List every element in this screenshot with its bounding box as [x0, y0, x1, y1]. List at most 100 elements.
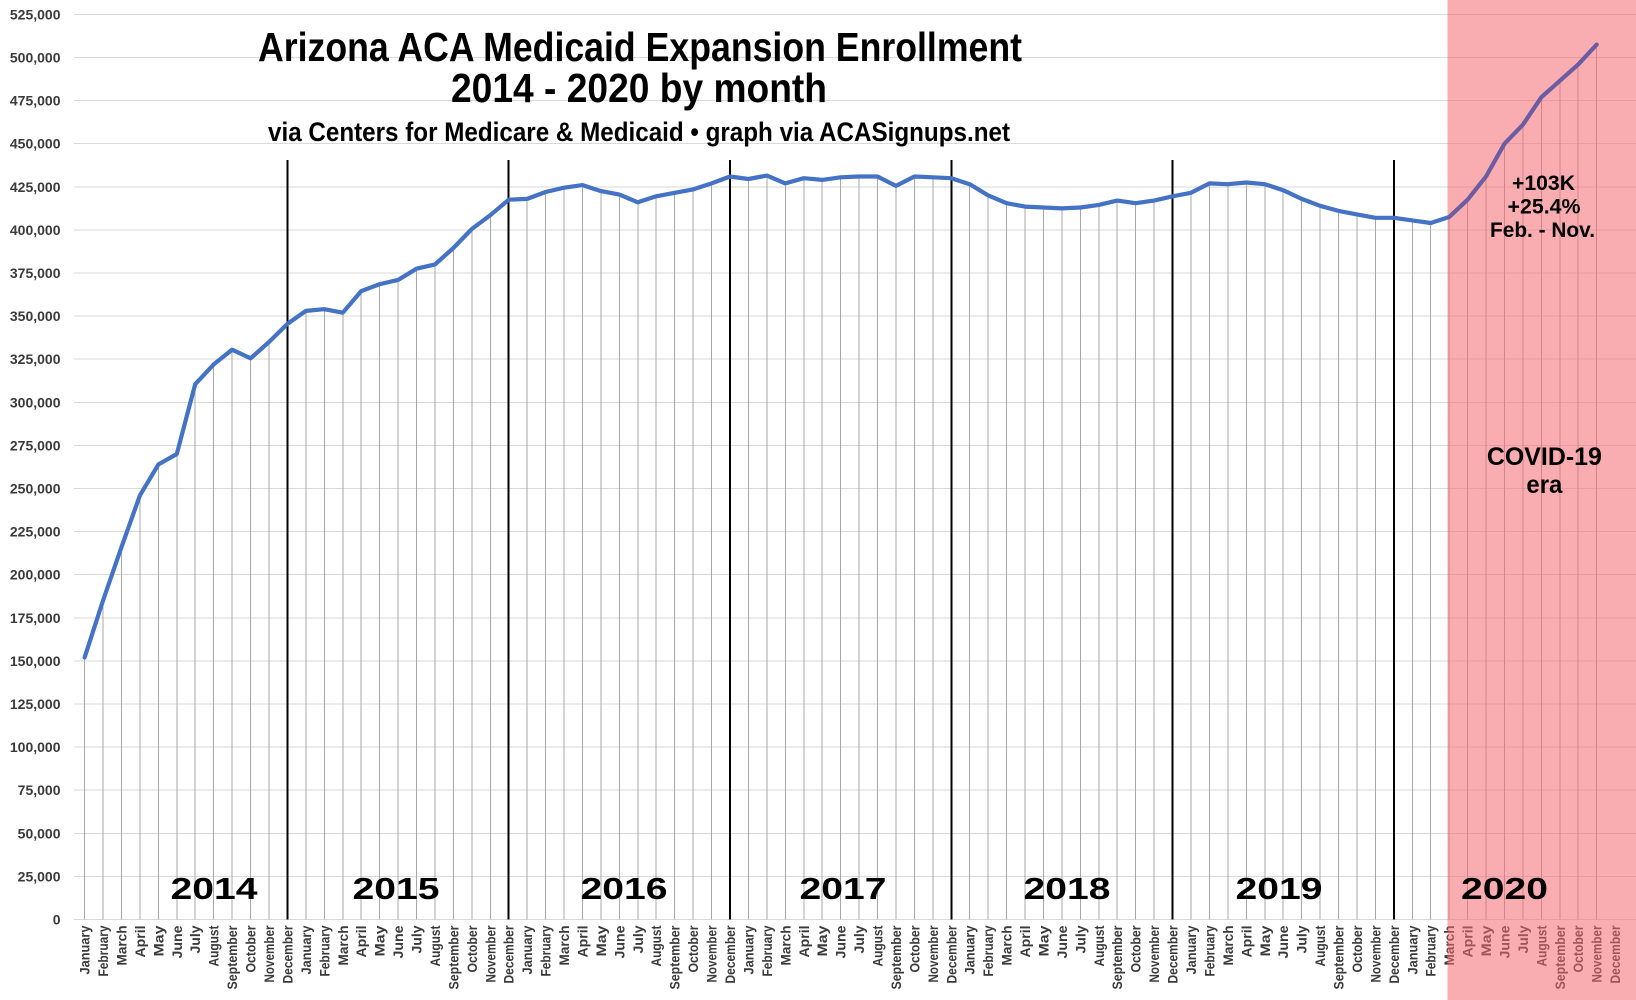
- month-label: October: [464, 925, 480, 972]
- month-label: March: [113, 926, 129, 966]
- month-label: February: [980, 925, 996, 976]
- year-label: 2020: [1461, 871, 1548, 906]
- month-label: September: [224, 925, 240, 989]
- month-label: March: [999, 926, 1015, 966]
- month-label: February: [759, 925, 775, 976]
- year-label: 2016: [581, 871, 668, 906]
- y-axis-tick-label: 100,000: [10, 739, 61, 755]
- month-label: June: [611, 925, 627, 958]
- y-axis-tick-label: 225,000: [10, 524, 61, 540]
- month-label: June: [390, 925, 406, 958]
- year-separators-group: [286, 160, 1395, 920]
- month-label: July: [187, 925, 203, 953]
- month-label: January: [77, 925, 93, 974]
- month-label: November: [261, 925, 277, 982]
- month-label: January: [962, 925, 978, 974]
- month-label: July: [630, 925, 646, 953]
- month-label: March: [1220, 926, 1236, 966]
- year-label: 2014: [171, 871, 259, 906]
- month-label: April: [1238, 926, 1254, 958]
- covid-annotation-line2: +25.4%: [1508, 196, 1581, 219]
- month-label: May: [593, 925, 609, 956]
- covid-annotation-line1: +103K: [1512, 172, 1575, 195]
- y-axis-tick-label: 475,000: [10, 93, 61, 109]
- month-label: April: [353, 926, 369, 958]
- month-label: June: [1275, 925, 1291, 958]
- month-label: October: [1349, 925, 1365, 972]
- month-label: March: [335, 926, 351, 966]
- month-label: August: [427, 925, 443, 966]
- y-axis-tick-label: 525,000: [10, 6, 61, 22]
- month-label: December: [279, 925, 295, 983]
- month-label: July: [851, 925, 867, 953]
- covid-era-overlay: [1447, 0, 1636, 1000]
- covid-era-label-line2: era: [1526, 471, 1563, 499]
- month-label: October: [906, 925, 922, 972]
- month-label: July: [409, 925, 425, 953]
- month-label: July: [1072, 925, 1088, 953]
- month-label: March: [556, 926, 572, 966]
- y-axis-tick-label: 0: [53, 912, 61, 928]
- month-label: November: [1146, 925, 1162, 982]
- year-label: 2018: [1024, 871, 1111, 906]
- month-label: January: [519, 925, 535, 974]
- month-label: August: [1091, 925, 1107, 966]
- month-label: April: [132, 926, 148, 958]
- month-label: September: [667, 925, 683, 989]
- month-label: November: [482, 925, 498, 982]
- month-label: January: [1404, 925, 1420, 974]
- y-axis-tick-labels-group: 0 25,000 50,000 75,000 100,000 125,000 150,000…: [10, 6, 61, 927]
- enrollment-line-group: [82, 42, 1599, 660]
- month-label: October: [243, 925, 259, 972]
- month-label: November: [704, 925, 720, 982]
- month-label: September: [888, 925, 904, 989]
- month-label: February: [316, 925, 332, 976]
- y-axis-tick-label: 425,000: [10, 179, 61, 195]
- month-label: December: [943, 925, 959, 983]
- month-label: December: [722, 925, 738, 983]
- month-label: September: [1331, 925, 1347, 989]
- month-label: April: [796, 926, 812, 958]
- month-label: December: [1386, 925, 1402, 983]
- month-label: June: [169, 925, 185, 958]
- y-axis-tick-label: 400,000: [10, 222, 61, 238]
- month-label: February: [95, 925, 111, 976]
- year-label: 2015: [353, 871, 440, 906]
- month-label: October: [1128, 925, 1144, 972]
- month-label: March: [777, 926, 793, 966]
- month-label: August: [1312, 925, 1328, 966]
- month-label: October: [685, 925, 701, 972]
- y-axis-tick-label: 450,000: [10, 136, 61, 152]
- y-axis-tick-label: 375,000: [10, 265, 61, 281]
- month-label: February: [1201, 925, 1217, 976]
- month-label: August: [206, 925, 222, 966]
- covid-annotation-line3: Feb. - Nov.: [1490, 219, 1595, 242]
- month-label: June: [833, 925, 849, 958]
- y-axis-tick-label: 175,000: [10, 610, 61, 626]
- month-label: May: [1035, 925, 1051, 956]
- y-axis-tick-label: 350,000: [10, 308, 61, 324]
- month-label: December: [501, 925, 517, 983]
- chart-title-line1: Arizona ACA Medicaid Expansion Enrollmen…: [258, 24, 1022, 70]
- month-label: May: [1257, 925, 1273, 956]
- month-label: January: [298, 925, 314, 974]
- y-axis-tick-label: 200,000: [10, 567, 61, 583]
- y-axis-tick-label: 325,000: [10, 351, 61, 367]
- month-label: July: [1294, 925, 1310, 953]
- month-label: August: [648, 925, 664, 966]
- year-labels-group: 2014 2015 2016 2017 2018 2019 2020: [171, 871, 1549, 906]
- month-label: May: [814, 925, 830, 956]
- month-label: November: [925, 925, 941, 982]
- year-label: 2017: [800, 871, 887, 906]
- month-label: January: [740, 925, 756, 974]
- y-axis-tick-label: 150,000: [10, 653, 61, 669]
- y-axis-tick-label: 275,000: [10, 437, 61, 453]
- y-axis-tick-label: 300,000: [10, 394, 61, 410]
- y-axis-tick-label: 500,000: [10, 50, 61, 66]
- enrollment-line: [82, 42, 1599, 660]
- chart-subtitle: via Centers for Medicare & Medicaid • gr…: [268, 117, 1010, 147]
- y-axis-tick-label: 75,000: [18, 782, 61, 798]
